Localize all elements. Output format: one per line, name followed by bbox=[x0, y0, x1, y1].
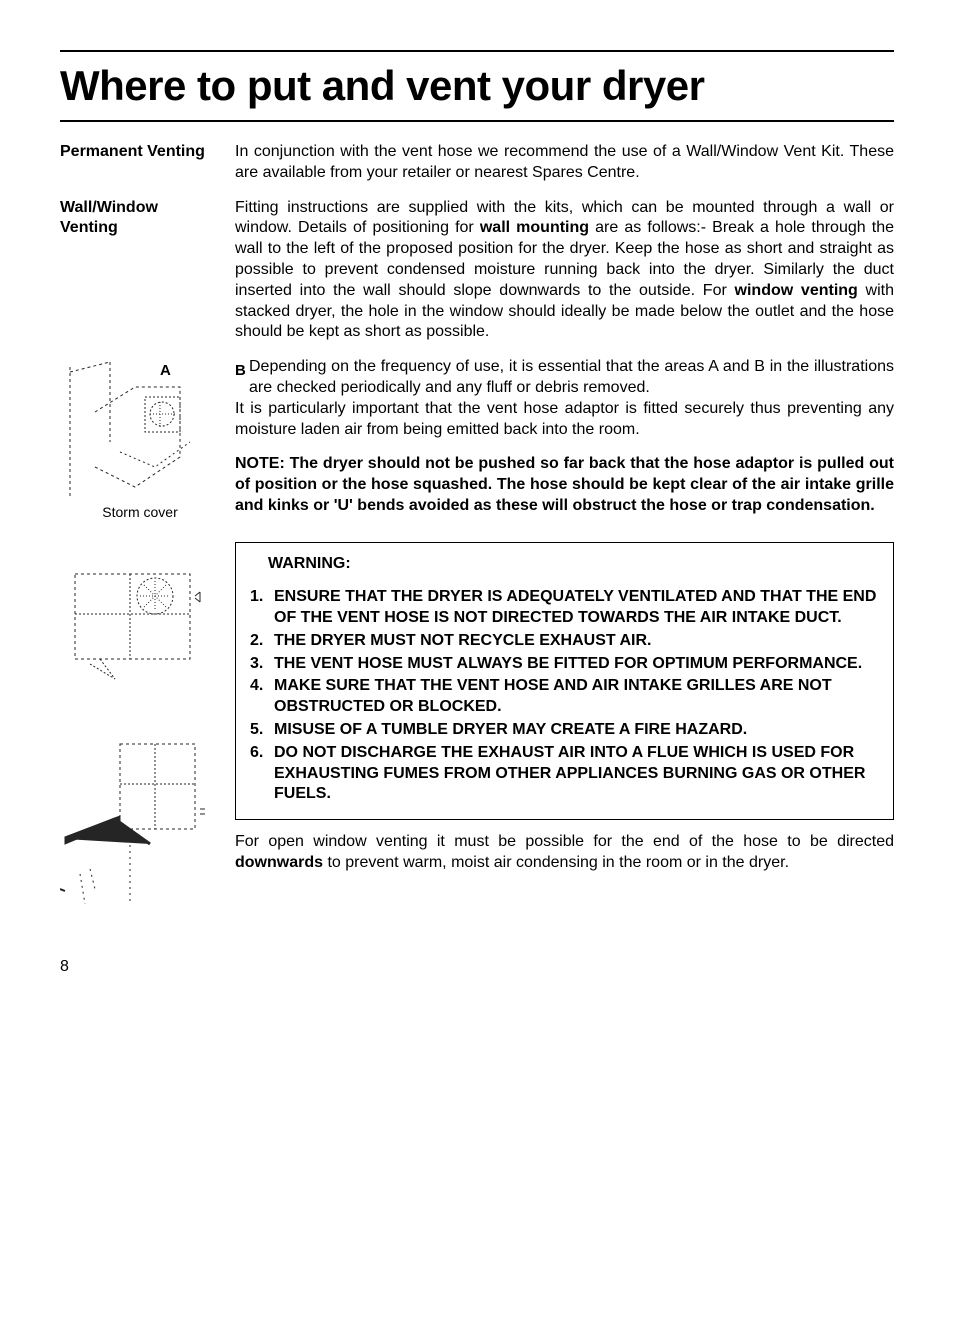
section-storm-cover: A Storm cover B Depending on the frequen… bbox=[60, 357, 894, 520]
storm-cover-illustration: A bbox=[60, 357, 225, 502]
heading-permanent: Permanent Venting bbox=[60, 142, 220, 163]
warning-num-2: 2. bbox=[250, 631, 274, 652]
content-area: Permanent Venting In conjunction with th… bbox=[60, 142, 894, 918]
label-b: B bbox=[235, 362, 246, 379]
section-wall-window-venting: Wall/Window Venting Fitting instructions… bbox=[60, 198, 894, 344]
warning-list: 1.ENSURE THAT THE DRYER IS ADEQUATELY VE… bbox=[250, 587, 879, 805]
warning-num-6: 6. bbox=[250, 743, 274, 805]
section-warning: WARNING: 1.ENSURE THAT THE DRYER IS ADEQ… bbox=[60, 534, 894, 914]
warning-num-3: 3. bbox=[250, 654, 274, 675]
ow-pre: For open window venting it must be possi… bbox=[235, 833, 894, 850]
title-rule bbox=[60, 120, 894, 122]
warning-item-2: 2.THE DRYER MUST NOT RECYCLE EXHAUST AIR… bbox=[250, 631, 879, 652]
hose-direction-illustration bbox=[60, 729, 225, 909]
ow-bold: downwards bbox=[235, 854, 323, 871]
warning-item-6: 6.DO NOT DISCHARGE THE EXHAUST AIR INTO … bbox=[250, 743, 879, 805]
warning-item-1: 1.ENSURE THAT THE DRYER IS ADEQUATELY VE… bbox=[250, 587, 879, 629]
vent-diagram-icon bbox=[60, 357, 225, 497]
warning-box: WARNING: 1.ENSURE THAT THE DRYER IS ADEQ… bbox=[235, 542, 894, 820]
warning-text-5: MISUSE OF A TUMBLE DRYER MAY CREATE A FI… bbox=[274, 720, 879, 741]
warning-num-4: 4. bbox=[250, 676, 274, 718]
ow-post: to prevent warm, moist air condensing in… bbox=[323, 854, 789, 871]
page-title: Where to put and vent your dryer bbox=[60, 62, 894, 110]
page-number: 8 bbox=[60, 958, 894, 976]
warning-item-5: 5.MISUSE OF A TUMBLE DRYER MAY CREATE A … bbox=[250, 720, 879, 741]
ww-bold1: wall mounting bbox=[480, 219, 589, 236]
heading-wallwindow: Wall/Window Venting bbox=[60, 198, 220, 240]
warning-text-2: THE DRYER MUST NOT RECYCLE EXHAUST AIR. bbox=[274, 631, 879, 652]
window-vent-illustration bbox=[60, 554, 225, 694]
warning-text-6: DO NOT DISCHARGE THE EXHAUST AIR INTO A … bbox=[274, 743, 879, 805]
warning-item-3: 3.THE VENT HOSE MUST ALWAYS BE FITTED FO… bbox=[250, 654, 879, 675]
warning-text-4: MAKE SURE THAT THE VENT HOSE AND AIR INT… bbox=[274, 676, 879, 718]
section-permanent-venting: Permanent Venting In conjunction with th… bbox=[60, 142, 894, 184]
warning-num-1: 1. bbox=[250, 587, 274, 629]
warning-text-1: ENSURE THAT THE DRYER IS ADEQUATELY VENT… bbox=[274, 587, 879, 629]
body-depending-2: It is particularly important that the ve… bbox=[235, 399, 894, 441]
warning-heading: WARNING: bbox=[268, 555, 879, 573]
warning-item-4: 4.MAKE SURE THAT THE VENT HOSE AND AIR I… bbox=[250, 676, 879, 718]
warning-text-3: THE VENT HOSE MUST ALWAYS BE FITTED FOR … bbox=[274, 654, 879, 675]
body-wallwindow: Fitting instructions are supplied with t… bbox=[235, 198, 894, 344]
storm-cover-label: Storm cover bbox=[60, 504, 220, 520]
body-open-window: For open window venting it must be possi… bbox=[235, 832, 894, 874]
body-permanent: In conjunction with the vent hose we rec… bbox=[235, 142, 894, 184]
ww-bold2: window venting bbox=[735, 282, 858, 299]
warning-num-5: 5. bbox=[250, 720, 274, 741]
top-rule bbox=[60, 50, 894, 52]
body-depending-1: Depending on the frequency of use, it is… bbox=[249, 357, 894, 399]
note-text: NOTE: The dryer should not be pushed so … bbox=[235, 454, 894, 516]
